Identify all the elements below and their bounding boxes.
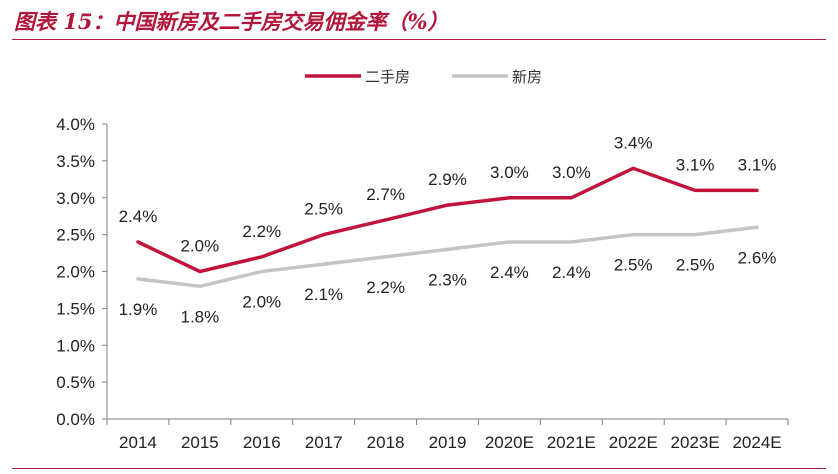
y-tick-label: 3.0%: [56, 189, 95, 208]
data-label-newhome: 1.9%: [119, 300, 158, 319]
title-divider: [12, 39, 826, 40]
axes: 0.0% 0.5% 1.0% 1.5% 2.0% 2.5% 3.0% 3.5% 4.0% 2014…: [56, 115, 789, 452]
chart-title: 图表 15：中国新房及二手房交易佣金率（%）: [14, 9, 449, 34]
data-label-secondhand: 2.7%: [366, 185, 405, 204]
series-line-secondhand: [136, 166, 759, 274]
data-label-newhome: 2.2%: [366, 278, 405, 297]
y-tick-label: 0.5%: [56, 373, 95, 392]
data-label-newhome: 2.4%: [552, 263, 591, 282]
data-label-newhome: 2.1%: [304, 285, 343, 304]
data-label-secondhand: 2.9%: [428, 170, 467, 189]
data-label-newhome: 2.3%: [428, 270, 467, 289]
legend-label-secondhand: 二手房: [365, 68, 410, 86]
y-tick-label: 0.0%: [56, 410, 95, 429]
data-label-secondhand: 2.2%: [242, 222, 281, 241]
y-tick-label: 4.0%: [56, 115, 95, 134]
data-label-newhome: 2.4%: [490, 263, 529, 282]
data-label-secondhand: 3.4%: [614, 133, 653, 152]
legend-label-newhome: 新房: [512, 68, 542, 86]
data-label-secondhand: 2.5%: [304, 200, 343, 219]
x-tick-label: 2024E: [732, 433, 781, 452]
x-tick-label: 2018: [367, 433, 405, 452]
y-tick-label: 1.5%: [56, 299, 95, 318]
data-label-secondhand: 3.0%: [552, 163, 591, 182]
bottom-divider: [12, 468, 826, 469]
x-tick-label: 2021E: [547, 433, 596, 452]
data-labels: 2.4% 2.0% 2.2% 2.5% 2.7% 2.9% 3.0% 3.0% 3.4% 3.1%…: [119, 133, 777, 326]
y-tick-label: 1.0%: [56, 336, 95, 355]
x-tick-label: 2023E: [671, 433, 720, 452]
series-lines: [136, 166, 759, 289]
data-label-newhome: 1.8%: [180, 307, 219, 326]
data-label-newhome: 2.5%: [614, 256, 653, 275]
x-tick-label: 2019: [429, 433, 467, 452]
data-label-secondhand: 3.1%: [738, 155, 777, 174]
data-label-secondhand: 2.4%: [119, 207, 158, 226]
y-tick-label: 2.0%: [56, 263, 95, 282]
x-tick-label: 2016: [243, 433, 281, 452]
data-label-secondhand: 3.1%: [676, 155, 715, 174]
data-label-secondhand: 3.0%: [490, 163, 529, 182]
series-line-newhome: [136, 225, 759, 289]
data-label-newhome: 2.5%: [676, 256, 715, 275]
y-tick-label: 3.5%: [56, 152, 95, 171]
x-tick-label: 2014: [119, 433, 157, 452]
data-label-newhome: 2.6%: [738, 248, 777, 267]
x-tick-label: 2022E: [609, 433, 658, 452]
x-tick-label: 2020E: [485, 433, 534, 452]
x-tick-label: 2015: [181, 433, 219, 452]
y-tick-label: 2.5%: [56, 226, 95, 245]
x-tick-label: 2017: [305, 433, 343, 452]
legend: 二手房 新房: [305, 68, 542, 86]
data-label-newhome: 2.0%: [242, 293, 281, 312]
data-label-secondhand: 2.0%: [180, 237, 219, 256]
